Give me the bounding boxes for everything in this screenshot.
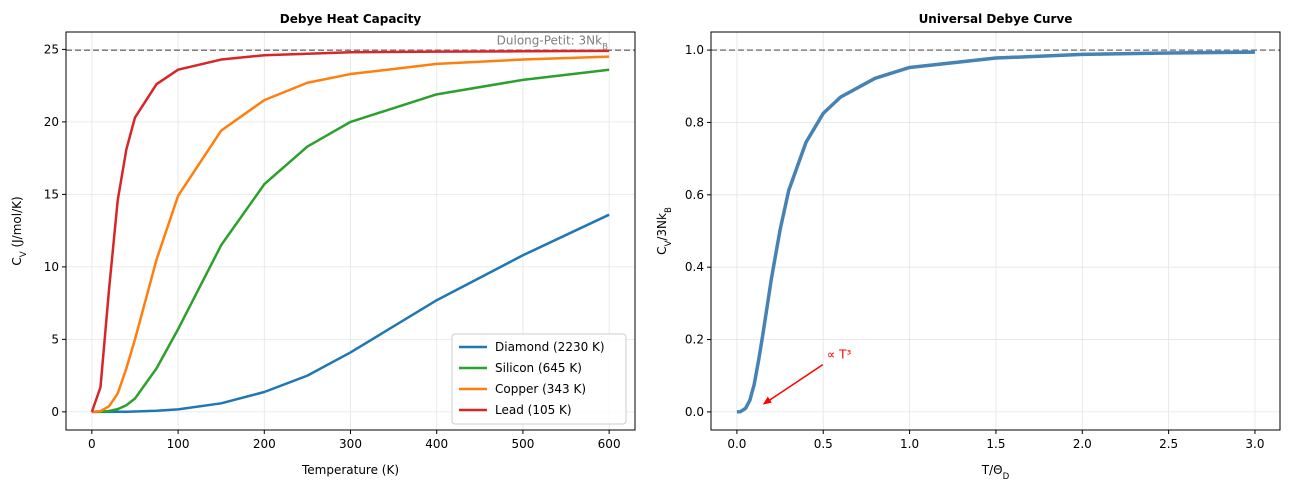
- x-axis-label: T/ΘD: [981, 463, 1010, 482]
- y-tick-label: 5: [51, 332, 59, 346]
- text-segment: Temperature (K): [301, 463, 399, 477]
- text-segment: C: [10, 257, 24, 265]
- x-tick-label: 1.0: [900, 437, 919, 451]
- x-tick-label: 600: [598, 437, 621, 451]
- y-axis-label: CV/3NkB: [655, 207, 674, 255]
- x-tick-label: 3.0: [1245, 437, 1264, 451]
- legend-label: Copper (343 K): [495, 382, 586, 396]
- y-axis-label: CV (J/mol/K): [10, 196, 29, 265]
- line-series: [91, 68, 610, 414]
- legend-label: Silicon (645 K): [495, 361, 582, 375]
- subscript: B: [664, 207, 674, 213]
- subplot: 0.0 0.5 1.0 1.5 2.0 2.5 3.0 0.0 0.2 0.4 0.6 0.8 1.0 ∝…: [655, 12, 1281, 482]
- y-tick-label: 1.0: [685, 43, 704, 57]
- subscript: D: [1003, 472, 1010, 482]
- x-axis-label: Temperature (K): [301, 463, 399, 477]
- plot-frame: [710, 31, 1281, 431]
- x-tick-label: 200: [253, 437, 276, 451]
- text-segment: Dulong-Petit: 3Nk: [497, 33, 602, 47]
- y-tick-label: 20: [44, 115, 59, 129]
- x-tick-label: 300: [339, 437, 362, 451]
- y-tick-label: 0.2: [685, 333, 704, 347]
- plot-frame: [65, 31, 636, 431]
- line-series: [90, 49, 610, 413]
- legend-label: Lead (105 K): [495, 403, 572, 417]
- annotation-arrow: [765, 364, 824, 404]
- reference-label: Dulong-Petit: 3NkB: [497, 33, 608, 52]
- subscript: B: [602, 42, 608, 52]
- subscript: V: [664, 241, 674, 247]
- x-tick-label: 0.5: [814, 437, 833, 451]
- text-segment: /3Nk: [655, 213, 669, 241]
- legend-box: [451, 333, 627, 425]
- x-tick-label: 0.0: [727, 437, 746, 451]
- x-tick-label: 2.5: [1159, 437, 1178, 451]
- legend-label: Diamond (2230 K): [495, 340, 605, 354]
- y-tick-label: 0.8: [685, 115, 704, 129]
- chart-title: Universal Debye Curve: [919, 12, 1073, 26]
- y-tick-label: 25: [44, 42, 59, 56]
- subplot: 0 100 200 300 400 500 600 0 5 10 15 20 25 Dulong-Peti…: [10, 12, 636, 477]
- x-tick-label: 100: [167, 437, 190, 451]
- y-tick-label: 10: [44, 260, 59, 274]
- x-tick-label: 2.0: [1073, 437, 1092, 451]
- text-segment: (J/mol/K): [10, 196, 24, 251]
- text-segment: C: [655, 247, 669, 255]
- arrow-head: [762, 396, 772, 405]
- line-series: [91, 55, 610, 414]
- subscript: V: [19, 251, 29, 257]
- x-tick-label: 0: [88, 437, 96, 451]
- annotation-text: ∝ T³: [827, 348, 852, 362]
- x-tick-label: 400: [425, 437, 448, 451]
- x-tick-label: 1.5: [986, 437, 1005, 451]
- line-series: [91, 213, 610, 414]
- line-series: [736, 50, 1255, 414]
- x-tick-label: 500: [511, 437, 534, 451]
- y-tick-label: 0.6: [685, 188, 704, 202]
- y-tick-label: 0.4: [685, 260, 704, 274]
- y-tick-label: 0.0: [685, 405, 704, 419]
- chart-title: Debye Heat Capacity: [280, 12, 422, 26]
- text-segment: T/Θ: [981, 463, 1003, 477]
- y-tick-label: 15: [44, 187, 59, 201]
- y-tick-label: 0: [51, 405, 59, 419]
